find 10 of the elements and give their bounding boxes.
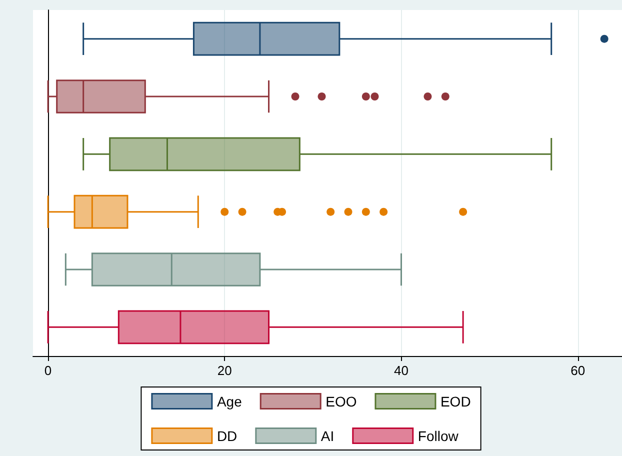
- x-tick-label: 60: [570, 363, 586, 378]
- legend-label: DD: [216, 428, 238, 444]
- legend-label: Follow: [418, 428, 460, 444]
- legend-label: Age: [216, 393, 242, 410]
- legend-label: AI: [320, 428, 334, 444]
- legend-label: EOO: [326, 393, 357, 410]
- x-tick-label: 20: [217, 363, 232, 378]
- legend-label: EOD: [440, 393, 471, 410]
- x-tick-label: 40: [394, 363, 408, 378]
- x-tick-label: 0: [44, 363, 52, 378]
